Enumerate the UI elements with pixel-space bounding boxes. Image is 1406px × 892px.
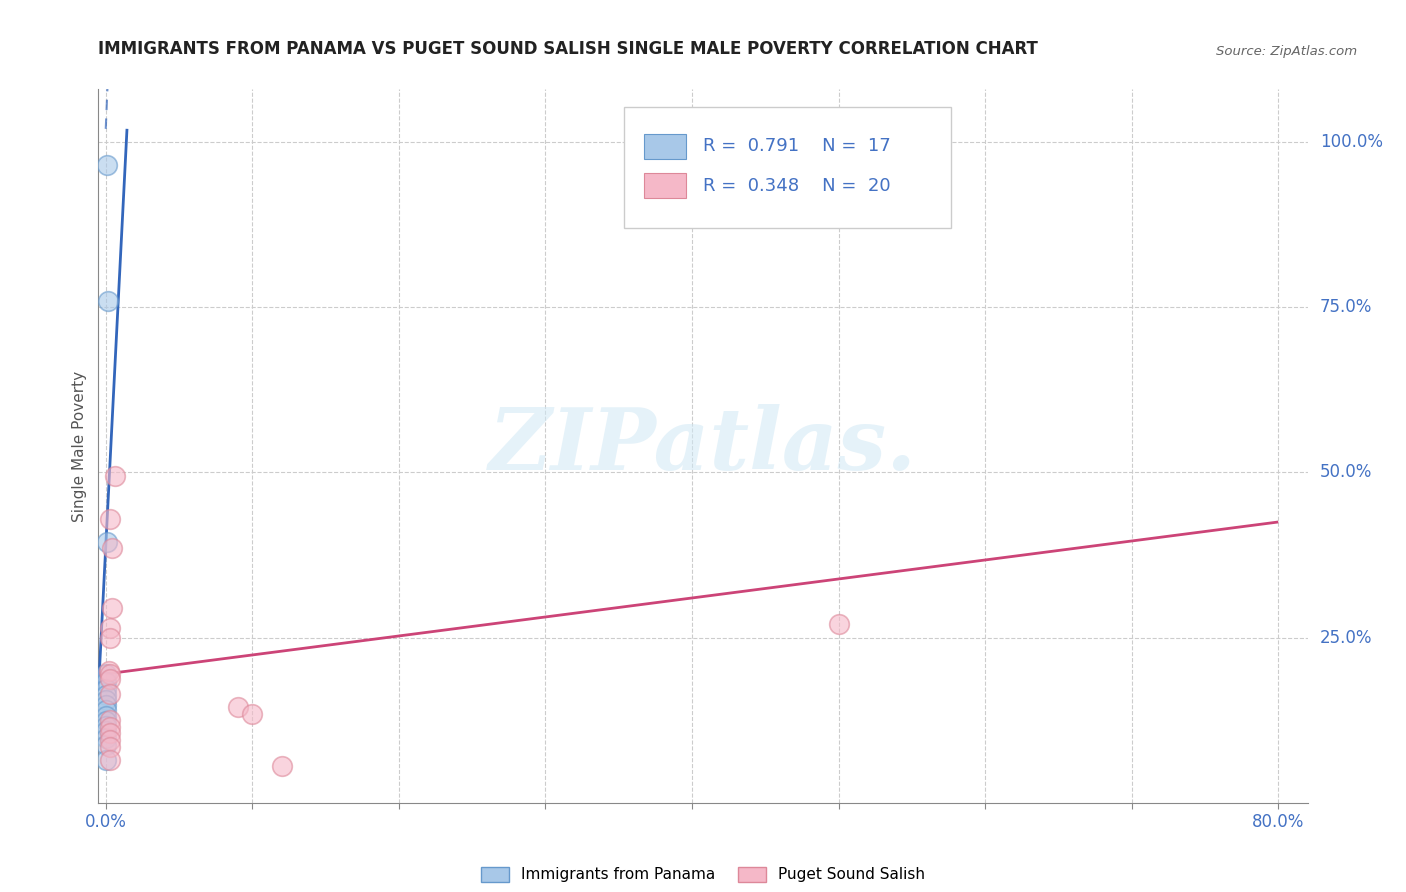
Point	[100, 541, 122, 556]
Point	[98, 621, 121, 635]
Point	[94, 731, 117, 745]
Point	[98, 713, 121, 727]
Text: IMMIGRANTS FROM PANAMA VS PUGET SOUND SALISH SINGLE MALE POVERTY CORRELATION CHA: IMMIGRANTS FROM PANAMA VS PUGET SOUND SA…	[98, 40, 1038, 58]
Y-axis label: Single Male Poverty: Single Male Poverty	[72, 370, 87, 522]
Point	[96, 293, 118, 308]
Point	[94, 698, 117, 712]
Point	[98, 720, 121, 734]
FancyBboxPatch shape	[624, 107, 950, 228]
Point	[94, 688, 117, 702]
Point	[98, 687, 121, 701]
Point	[94, 674, 117, 689]
Text: 75.0%: 75.0%	[1320, 298, 1372, 317]
FancyBboxPatch shape	[644, 173, 686, 198]
Point	[96, 158, 118, 172]
Point	[94, 693, 117, 707]
Text: R =  0.791    N =  17: R = 0.791 N = 17	[703, 137, 891, 155]
Text: Source: ZipAtlas.com: Source: ZipAtlas.com	[1216, 45, 1357, 58]
Point	[96, 534, 118, 549]
Point	[94, 682, 117, 697]
Point	[98, 667, 121, 681]
Point	[97, 664, 120, 678]
Point	[98, 753, 121, 767]
Point	[94, 738, 117, 752]
Text: 50.0%: 50.0%	[1320, 464, 1372, 482]
Point	[827, 617, 849, 632]
Point	[98, 672, 121, 686]
Point	[98, 733, 121, 747]
Point	[103, 468, 125, 483]
Text: R =  0.348    N =  20: R = 0.348 N = 20	[703, 177, 890, 194]
Point	[98, 739, 121, 754]
Point	[240, 706, 263, 721]
Point	[94, 667, 117, 681]
Point	[94, 724, 117, 739]
Point	[98, 631, 121, 645]
Point	[270, 759, 292, 773]
Point	[94, 714, 117, 728]
Point	[94, 703, 117, 717]
Point	[98, 511, 121, 525]
Point	[94, 719, 117, 733]
Text: ZIPatlas.: ZIPatlas.	[489, 404, 917, 488]
Text: 25.0%: 25.0%	[1320, 629, 1372, 647]
Point	[94, 753, 117, 767]
Legend: Immigrants from Panama, Puget Sound Salish: Immigrants from Panama, Puget Sound Sali…	[475, 861, 931, 888]
Point	[94, 708, 117, 723]
Point	[98, 726, 121, 740]
Point	[226, 700, 249, 714]
Text: 100.0%: 100.0%	[1320, 133, 1382, 151]
Point	[100, 600, 122, 615]
FancyBboxPatch shape	[644, 134, 686, 159]
